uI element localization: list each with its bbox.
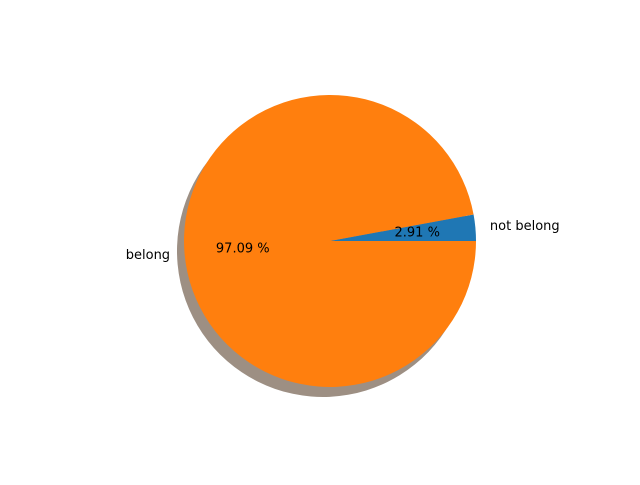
pie-percent-label: 97.09 % — [216, 242, 270, 257]
pie-slice-label: belong — [126, 248, 170, 263]
pie-slice-not-belong — [330, 214, 476, 241]
pie-percent-label: 2.91 % — [395, 226, 440, 241]
pie-slice-label: not belong — [490, 219, 560, 234]
pie-slice-belong — [184, 94, 476, 387]
pie-labels: 2.91 % not belong 97.09 % belong — [126, 219, 560, 263]
pie-slices — [184, 94, 476, 387]
